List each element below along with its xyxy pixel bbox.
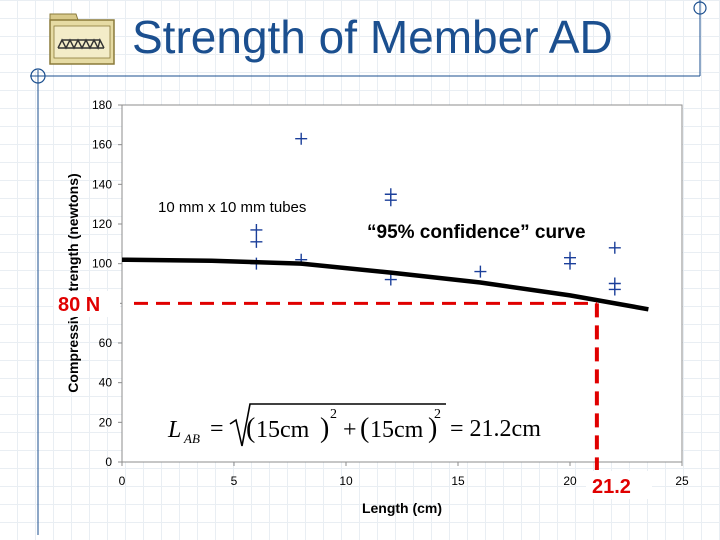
series-label: 10 mm x 10 mm tubes bbox=[158, 199, 306, 216]
x-tick-label: 25 bbox=[675, 474, 689, 488]
equation-plus: + bbox=[343, 417, 357, 443]
y-reference-label: 80 N bbox=[58, 294, 100, 316]
data-point bbox=[384, 273, 397, 286]
equation-exp1: 2 bbox=[330, 407, 337, 422]
data-point bbox=[250, 235, 263, 248]
y-axis-title: Compressive Strength (newtons) bbox=[65, 173, 81, 392]
paren-open-2: ( bbox=[360, 413, 369, 444]
y-reference-label-bg bbox=[54, 291, 120, 317]
sqrt-sign bbox=[229, 403, 446, 447]
paren-close-2: ) bbox=[428, 413, 437, 444]
y-axis: 020406080100120140160180 bbox=[92, 98, 122, 469]
data-point bbox=[608, 241, 621, 254]
curve-label: “95% confidence” curve bbox=[367, 222, 586, 243]
y-tick-label: 140 bbox=[92, 177, 112, 191]
data-point bbox=[564, 251, 576, 264]
confidence-curve bbox=[121, 257, 649, 312]
equation-lhs-sub: AB bbox=[183, 431, 200, 446]
data-point bbox=[384, 188, 397, 201]
equation-lhs-var: L bbox=[167, 417, 181, 443]
x-tick-label: 15 bbox=[451, 474, 465, 488]
paren-close-1: ) bbox=[320, 413, 329, 444]
y-tick-label: 120 bbox=[92, 217, 112, 231]
data-point bbox=[474, 265, 487, 278]
bridge-truss-icon bbox=[49, 13, 115, 65]
slide-title: Strength of Member AD bbox=[132, 11, 613, 63]
data-point bbox=[608, 277, 621, 290]
y-tick-label: 180 bbox=[92, 98, 112, 112]
y-tick-label: 100 bbox=[92, 257, 112, 271]
length-equation: L AB = ( 15cm ) 2 + ( 15cm ) 2 = 21.2cm bbox=[167, 403, 541, 447]
equation-exp2: 2 bbox=[434, 407, 441, 422]
data-point bbox=[250, 223, 263, 236]
x-tick-label: 0 bbox=[119, 474, 126, 488]
y-tick-label: 20 bbox=[99, 415, 113, 429]
guide-ring bbox=[30, 68, 46, 84]
x-tick-label: 10 bbox=[339, 474, 353, 488]
equation-term2: 15cm bbox=[370, 417, 424, 443]
x-axis-title: Length (cm) bbox=[362, 500, 442, 516]
y-tick-label: 60 bbox=[99, 336, 113, 350]
plot-area bbox=[121, 104, 683, 463]
y-tick-label: 0 bbox=[105, 455, 112, 469]
data-points bbox=[250, 132, 621, 296]
equation-equals: = bbox=[210, 416, 224, 442]
x-tick-label: 5 bbox=[231, 474, 238, 488]
paren-open-1: ( bbox=[246, 413, 255, 444]
x-tick-label: 20 bbox=[563, 474, 577, 488]
top-right-ring bbox=[693, 1, 707, 15]
x-reference-label-bg bbox=[586, 471, 652, 499]
x-reference-label: 21.2 bbox=[592, 476, 631, 498]
y-tick-label: 40 bbox=[99, 376, 113, 390]
data-point bbox=[295, 132, 308, 145]
equation-term1: 15cm bbox=[256, 417, 310, 443]
y-tick-label: 160 bbox=[92, 138, 112, 152]
equation-result: = 21.2cm bbox=[450, 416, 541, 442]
x-axis: 0 5 10 15 20 25 bbox=[119, 462, 689, 488]
